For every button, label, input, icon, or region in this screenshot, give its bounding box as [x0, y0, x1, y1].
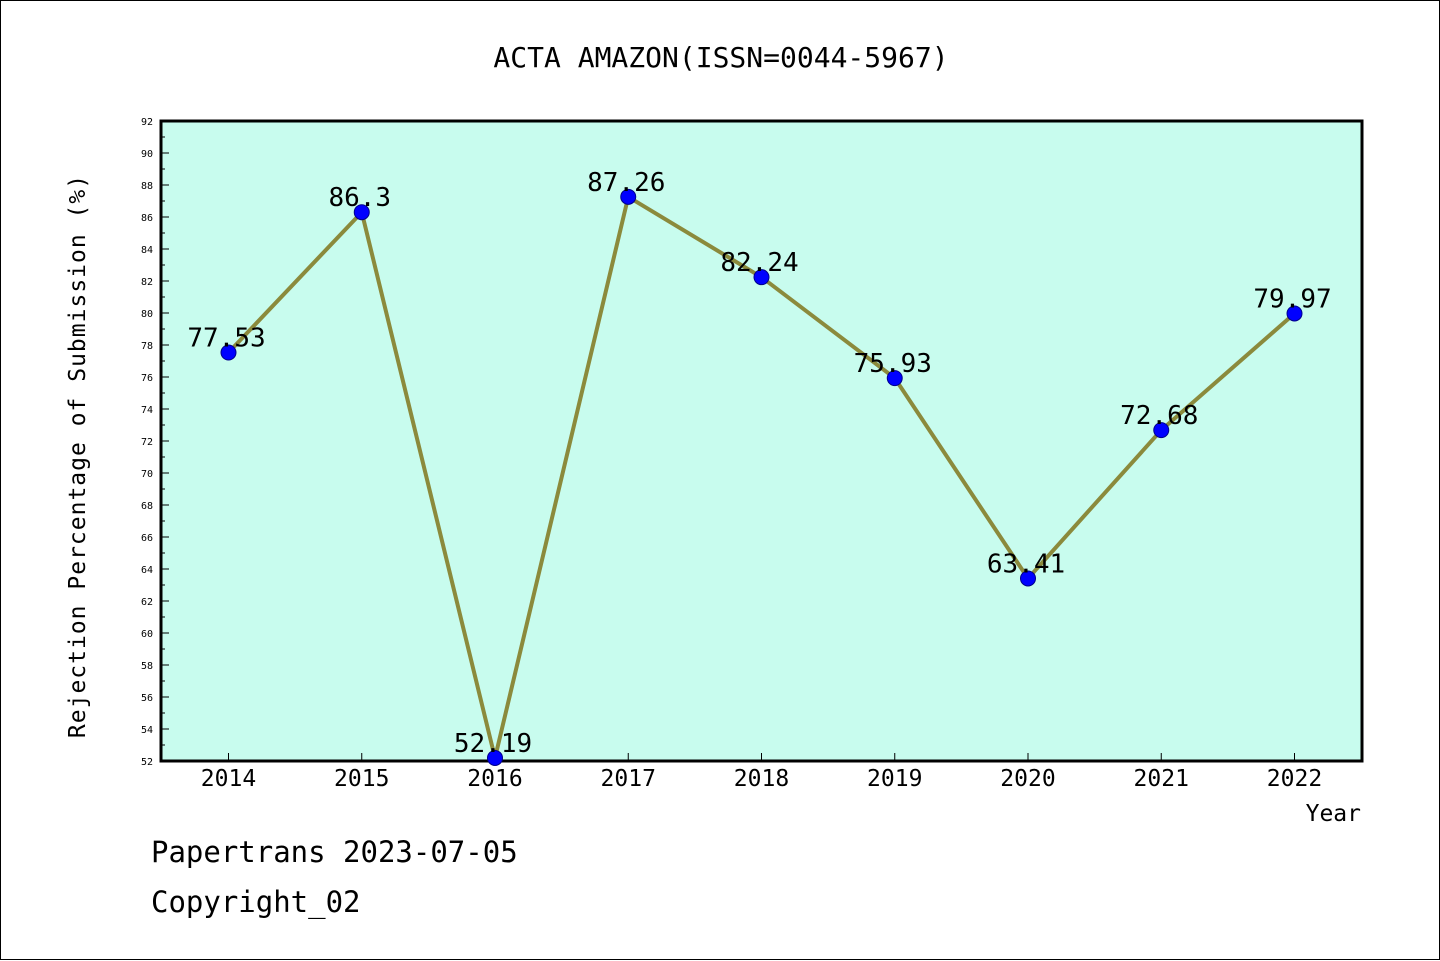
y-tick-label: 74: [141, 405, 153, 416]
data-point-marker: [620, 188, 637, 205]
plot-area: [159, 119, 1364, 763]
data-series: 77.53 86.3 52.19 87.26 82.24 75.93 63.41 72.68 7…: [187, 168, 1332, 766]
y-axis-label: Rejection Percentage of Submission (%): [65, 174, 91, 738]
data-label: 82.24: [720, 248, 798, 278]
y-tick-label: 62: [141, 597, 153, 608]
data-point-marker: [1286, 305, 1303, 322]
y-tick-label: 56: [141, 693, 153, 704]
data-point-marker: [886, 370, 903, 387]
data-label: 75.93: [854, 349, 932, 379]
data-point-marker: [220, 344, 237, 361]
y-tick-label: 88: [141, 181, 153, 192]
data-label: 77.53: [187, 324, 265, 354]
y-tick-label: 58: [141, 661, 153, 672]
y-tick-label: 82: [141, 277, 153, 288]
data-point-marker: [1153, 422, 1170, 439]
data-label: 79.97: [1253, 284, 1331, 314]
y-tick-label: 68: [141, 501, 153, 512]
y-tick-label: 78: [141, 341, 153, 352]
y-tick-label: 84: [141, 245, 153, 256]
y-tick-label: 72: [141, 437, 153, 448]
y-tick-label: 60: [141, 629, 153, 640]
x-axis-label: Year: [1306, 801, 1361, 827]
data-point-marker: [753, 269, 770, 286]
footer-copyright: Copyright_02: [151, 885, 361, 919]
x-tick-label: 2019: [867, 766, 922, 792]
footer-date-stamp: Papertrans 2023-07-05: [151, 835, 518, 869]
data-label: 72.68: [1120, 401, 1198, 431]
y-tick-label: 54: [141, 725, 153, 736]
data-label: 52.19: [454, 729, 532, 759]
x-tick-label: 2022: [1267, 766, 1322, 792]
y-tick-label: 76: [141, 373, 153, 384]
y-tick-label: 80: [141, 309, 153, 320]
y-tick-label: 70: [141, 469, 153, 480]
data-point-marker: [1020, 570, 1036, 587]
data-label: 86.3: [328, 183, 391, 213]
y-tick-label: 66: [141, 533, 153, 544]
x-tick-label: 2014: [201, 766, 256, 792]
y-tick-label: 92: [141, 117, 153, 128]
x-tick-label: 2017: [601, 766, 656, 792]
data-point-marker: [487, 749, 503, 766]
x-tick-label: 2020: [1000, 766, 1055, 792]
y-tick-label: 64: [141, 565, 153, 576]
x-tick-label: 2021: [1134, 766, 1189, 792]
x-axis: 2014 2015 2016 2017 2018 2019 2020 2021 2022: [201, 753, 1322, 792]
chart-title: ACTA AMAZON(ISSN=0044-5967): [493, 41, 948, 74]
y-tick-label: 90: [141, 149, 153, 160]
x-tick-label: 2015: [334, 766, 389, 792]
data-point-marker: [353, 204, 370, 221]
y-tick-label: 86: [141, 213, 153, 224]
x-tick-label: 2016: [467, 766, 522, 792]
y-axis: 52 54 56 58 60 62 64 66 68 70 72 74 76 78 80 82 84 86 88 90…: [141, 117, 169, 768]
x-tick-label: 2018: [734, 766, 789, 792]
y-tick-label: 52: [141, 757, 153, 768]
data-label: 63.41: [987, 549, 1065, 579]
data-label: 87.26: [587, 168, 665, 198]
